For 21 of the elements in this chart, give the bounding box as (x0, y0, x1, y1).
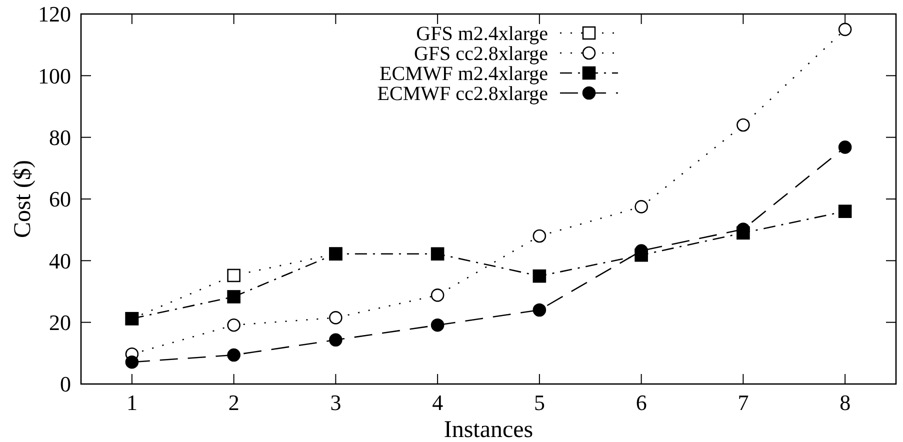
x-tick-label: 1 (126, 390, 138, 415)
y-axis-title: Cost ($) (10, 160, 36, 238)
y-tick-label: 120 (38, 2, 71, 27)
y-tick-label: 60 (49, 186, 71, 212)
y-tick-label: 0 (60, 372, 71, 397)
x-tick-label: 2 (228, 390, 240, 415)
y-tick-label: 40 (49, 248, 71, 274)
y-tick-label: 80 (49, 125, 71, 150)
x-tick-label: 5 (534, 390, 545, 415)
x-tick-label: 6 (636, 390, 647, 415)
y-tick-label: 20 (49, 310, 71, 336)
legend-label: ECMWF m2.4xlarge (379, 63, 548, 85)
x-tick-label: 7 (738, 390, 749, 415)
x-tick-label: 4 (432, 390, 444, 415)
legend-label: GFS cc2.8xlarge (414, 43, 548, 65)
legend-label: ECMWF cc2.8xlarge (377, 83, 548, 105)
x-axis-title: Instances (444, 417, 534, 442)
legend-label: GFS m2.4xlarge (416, 23, 548, 45)
x-tick-label: 3 (330, 390, 342, 415)
y-tick-label: 100 (38, 63, 71, 88)
x-tick-label: 8 (840, 390, 851, 415)
